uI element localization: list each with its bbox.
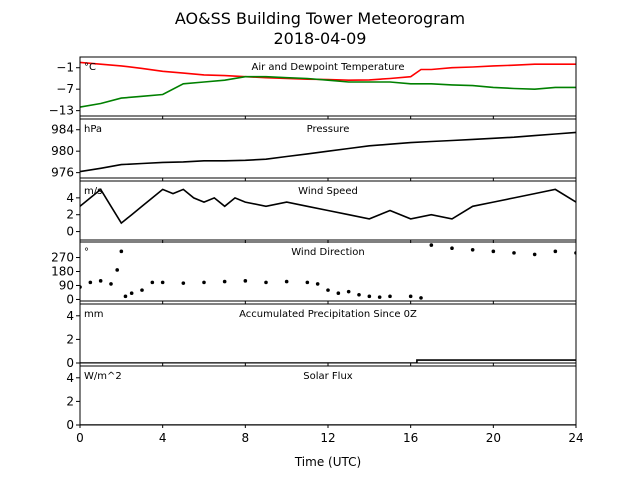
panel-title: Solar Flux	[303, 371, 353, 382]
y-tick-label: 2	[66, 208, 74, 222]
panel-unit-label: mm	[84, 309, 103, 320]
x-tick-label: 4	[159, 431, 167, 445]
data-point	[88, 280, 93, 285]
panel-5: 4 2 0 W/m^2 Solar Flux	[66, 365, 577, 432]
panel-unit-label: hPa	[84, 124, 102, 135]
data-point	[202, 280, 206, 285]
y-tick-label: −1	[56, 61, 74, 75]
panel-unit-label: W/m^2	[84, 371, 122, 382]
data-point	[115, 268, 119, 272]
panel-2: 4 2 0 m/s Wind Speed	[66, 180, 577, 243]
panel-unit-label: °C	[84, 62, 96, 73]
x-axis: 0 4 8 12 16 20 24	[76, 431, 583, 445]
x-tick-label: 16	[403, 431, 418, 445]
data-point	[305, 280, 310, 285]
y-tick-label: 2	[66, 394, 74, 408]
chart-title: AO&SS Building Tower Meteorogram	[175, 9, 465, 28]
panel-unit-label: °	[84, 247, 89, 258]
data-point	[222, 279, 227, 284]
x-tick-label: 24	[568, 431, 583, 445]
panel-0: −1 −7 −13 °C Air and Dewpoint Temperature	[49, 56, 577, 119]
panel-series	[80, 243, 576, 300]
data-point	[160, 280, 165, 285]
x-tick-label: 20	[486, 431, 501, 445]
panel-title: Wind Direction	[291, 247, 365, 258]
data-point	[284, 279, 289, 284]
y-tick-label: 0	[66, 418, 74, 432]
panel-title: Pressure	[307, 124, 350, 135]
data-point	[553, 249, 558, 254]
panels-group: −1 −7 −13 °C Air and Dewpoint Temperature 984…	[49, 56, 577, 432]
y-tick-label: 4	[66, 309, 74, 323]
y-tick-label: 0	[66, 225, 74, 239]
data-point	[357, 292, 361, 297]
series-line-0	[80, 61, 576, 82]
x-tick-label: 8	[242, 431, 250, 445]
x-tick-label: 12	[320, 431, 335, 445]
data-point	[98, 279, 103, 283]
x-tick-label: 0	[76, 431, 84, 445]
panel-series	[80, 61, 576, 108]
y-tick-label: 4	[66, 191, 74, 205]
data-point	[109, 282, 113, 286]
y-tick-label: 180	[51, 265, 74, 279]
data-point	[470, 247, 475, 252]
chart-subtitle: 2018-04-09	[274, 29, 367, 48]
panel-series	[80, 359, 576, 363]
data-point	[150, 280, 155, 285]
y-tick-label: 4	[66, 371, 74, 385]
y-tick-label: −7	[56, 82, 74, 96]
y-tick-label: 0	[66, 292, 74, 306]
y-tick-label: 270	[51, 251, 74, 265]
data-point	[181, 281, 186, 285]
data-point	[419, 296, 423, 300]
panel-title: Air and Dewpoint Temperature	[252, 62, 405, 73]
x-axis-label: Time (UTC)	[294, 455, 361, 469]
series-line-0	[80, 131, 576, 173]
data-point	[119, 249, 124, 254]
data-point	[429, 243, 434, 247]
data-point	[315, 282, 320, 286]
y-tick-label: 980	[51, 144, 74, 158]
y-tick-label: 90	[59, 278, 74, 292]
y-tick-label: −13	[49, 104, 74, 118]
data-point	[367, 294, 372, 299]
data-point	[243, 279, 248, 283]
data-point	[140, 288, 144, 292]
panel-unit-label: m/s	[84, 186, 102, 197]
data-point	[532, 252, 537, 257]
panel-title: Wind Speed	[298, 186, 358, 197]
data-point	[450, 246, 454, 251]
data-point	[129, 291, 134, 296]
data-point	[264, 280, 268, 285]
y-tick-label: 976	[51, 166, 74, 180]
panel-1: 984 980 976 hPa Pressure	[51, 118, 577, 181]
panel-4: 4 2 0 mm Accumulated Precipitation Since 0Z	[66, 303, 577, 370]
data-point	[336, 291, 341, 296]
panel-series	[80, 188, 576, 225]
data-point	[388, 294, 392, 299]
data-point	[123, 294, 128, 299]
y-tick-label: 984	[51, 123, 74, 137]
y-tick-label: 2	[66, 332, 74, 346]
data-point	[326, 288, 330, 292]
series-line-0	[80, 188, 576, 225]
data-point	[377, 295, 382, 299]
panel-series	[80, 131, 576, 173]
y-tick-label: 0	[66, 356, 74, 370]
series-line-0	[80, 359, 576, 363]
data-point	[346, 289, 351, 294]
panel-title: Accumulated Precipitation Since 0Z	[239, 309, 417, 320]
data-point	[408, 294, 413, 299]
data-point	[491, 249, 496, 254]
series-line-1	[80, 75, 576, 108]
data-point	[512, 251, 516, 255]
